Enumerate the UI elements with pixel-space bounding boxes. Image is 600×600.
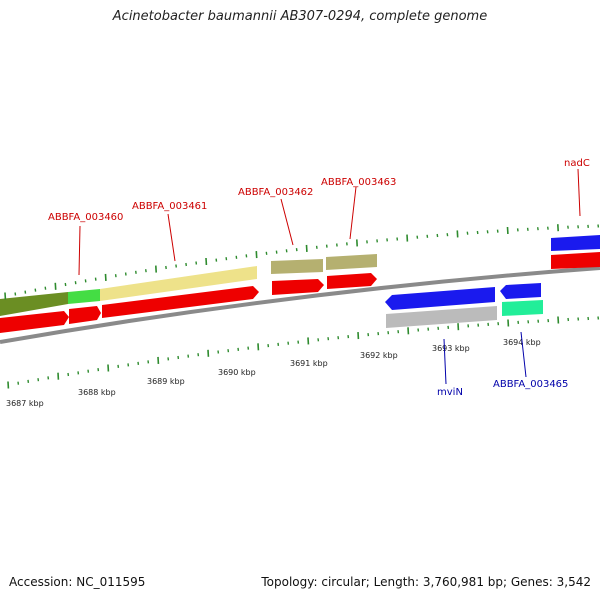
gene-label-abbfa-003461: ABBFA_003461 (132, 201, 207, 212)
feature-light-green (68, 289, 100, 304)
scale-label: 3690 kbp (218, 368, 256, 377)
label-leader-line (443, 338, 447, 385)
label-leader-line (520, 331, 527, 378)
label-leader-line (167, 213, 176, 262)
feature-blue-top-right (551, 235, 600, 251)
cds-arrow (327, 273, 377, 289)
gene-label-abbfa-003460: ABBFA_003460 (48, 212, 123, 223)
feature-blue-arrow (500, 283, 541, 299)
gene-label-nadc: nadC (564, 158, 590, 169)
label-leader-line (349, 186, 357, 240)
feature-blue-arrow (385, 287, 495, 310)
gene-label-abbfa-003463: ABBFA_003463 (321, 177, 396, 188)
genome-summary-text: Topology: circular; Length: 3,760,981 bp… (261, 575, 591, 589)
scale-label: 3689 kbp (147, 377, 185, 386)
map-title: Acinetobacter baumannii AB307-0294, comp… (112, 9, 488, 24)
scale-label: 3693 kbp (432, 344, 470, 353)
reverse-strand-features (385, 283, 543, 328)
label-leader-line (577, 168, 581, 217)
accession-text: Accession: NC_011595 (9, 575, 146, 589)
feature-olive (0, 292, 68, 316)
cds-arrow (69, 306, 101, 324)
scale-label: 3687 kbp (6, 399, 44, 408)
gene-label-abbfa-003465: ABBFA_003465 (493, 379, 568, 390)
label-leader-line (280, 198, 294, 246)
feature-pale-yellow (100, 266, 257, 301)
feature-khaki-2 (326, 254, 377, 270)
feature-grey (386, 306, 497, 328)
gene-label-mvin: mviN (437, 387, 463, 398)
tick-row-outer (4, 224, 600, 300)
cds-arrow (272, 279, 324, 295)
feature-aqua (502, 300, 543, 316)
scale-label: 3691 kbp (290, 359, 328, 368)
forward-strand-features (0, 235, 600, 316)
tick-row-inner (7, 316, 600, 389)
cds-arrow (0, 311, 69, 333)
feature-khaki-1 (271, 259, 323, 274)
cds-arrow (551, 252, 600, 269)
genome-backbone (0, 266, 600, 344)
cds-arrow (102, 286, 259, 318)
label-leader-line (78, 225, 81, 276)
forward-gene-labels: ABBFA_003460 ABBFA_003461 ABBFA_003462 A… (48, 158, 590, 276)
forward-cds-features (0, 252, 600, 333)
scale-label: 3692 kbp (360, 351, 398, 360)
gene-label-abbfa-003462: ABBFA_003462 (238, 187, 313, 198)
scale-label: 3688 kbp (78, 388, 116, 397)
reverse-gene-labels: mviN ABBFA_003465 (437, 331, 568, 398)
